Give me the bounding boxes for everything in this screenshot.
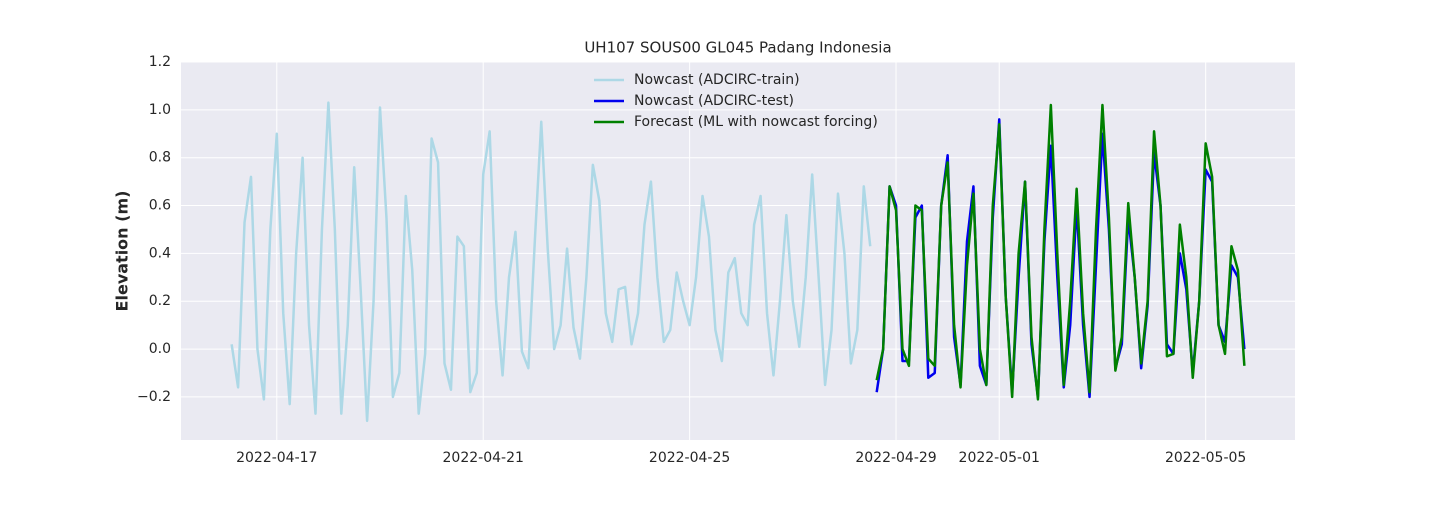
y-tick-label: −0.2: [137, 389, 171, 405]
y-tick-label: 1.2: [149, 54, 171, 70]
legend-label: Forecast (ML with nowcast forcing): [634, 114, 878, 130]
x-tick-label: 2022-05-05: [1165, 450, 1246, 466]
x-tick-label: 2022-04-17: [236, 450, 317, 466]
x-tick-label: 2022-05-01: [959, 450, 1040, 466]
y-tick-label: 0.2: [149, 293, 171, 309]
x-tick-label: 2022-04-21: [443, 450, 524, 466]
legend-label: Nowcast (ADCIRC-train): [634, 72, 800, 88]
data-line: [230, 101, 872, 423]
y-tick-label: 0.8: [149, 150, 171, 166]
x-tick-label: 2022-04-25: [649, 450, 730, 466]
data-line: [875, 103, 1246, 401]
chart-title: UH107 SOUS00 GL045 Padang Indonesia: [584, 39, 891, 57]
y-tick-label: 0.0: [149, 341, 171, 357]
legend-label: Nowcast (ADCIRC-test): [634, 93, 794, 109]
y-tick-label: 0.4: [149, 245, 171, 261]
y-tick-label: 1.0: [149, 102, 171, 118]
y-axis-label: Elevation (m): [113, 191, 132, 312]
y-tick-label: 0.6: [149, 198, 171, 214]
x-tick-label: 2022-04-29: [855, 450, 936, 466]
